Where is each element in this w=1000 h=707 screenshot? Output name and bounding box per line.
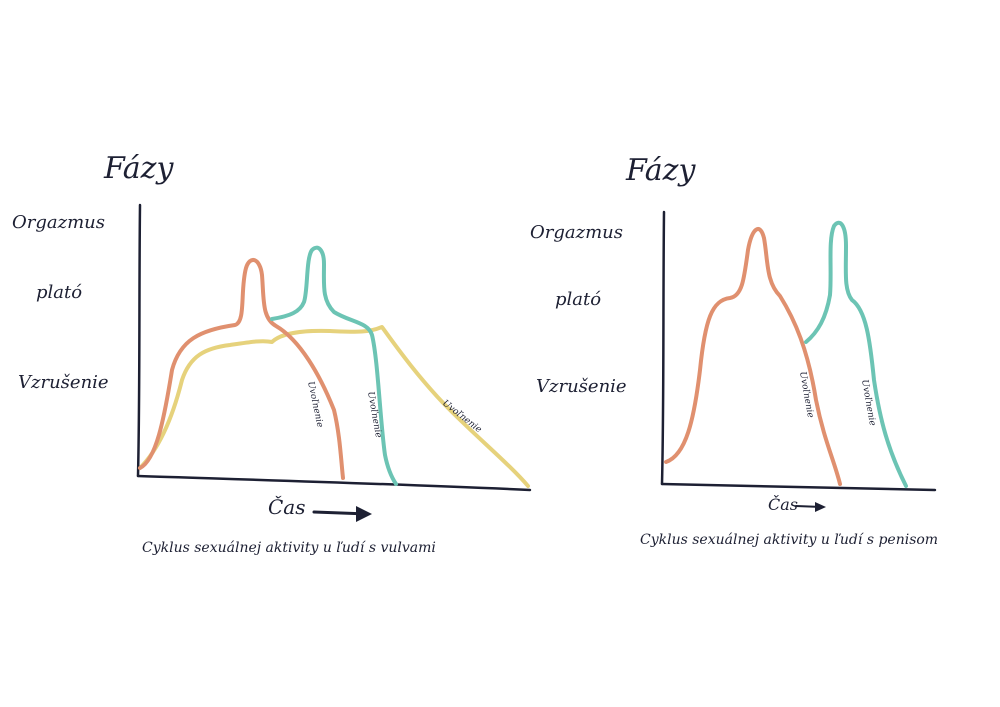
right-phase-orgasm: Orgazmus bbox=[530, 222, 623, 243]
right-curve-salmon bbox=[664, 226, 842, 486]
right-x-axis bbox=[660, 482, 937, 492]
left-diagram: Fázy Orgazmus plató Vzrušenie Uvoľnenie … bbox=[12, 151, 532, 556]
left-label-release-salmon: Uvoľnenie bbox=[305, 381, 325, 429]
left-phase-plateau: plató bbox=[36, 282, 82, 303]
right-y-axis bbox=[660, 210, 666, 486]
right-caption: Cyklus sexuálnej aktivity u ľudí s penis… bbox=[640, 532, 938, 548]
left-phase-orgasm: Orgazmus bbox=[12, 212, 105, 233]
right-curve-teal bbox=[804, 220, 908, 488]
right-time-arrow-icon bbox=[795, 502, 826, 512]
left-caption: Cyklus sexuálnej aktivity u ľudí s vulva… bbox=[142, 540, 436, 556]
right-phase-plateau: plató bbox=[555, 289, 601, 310]
left-phase-arousal: Vzrušenie bbox=[18, 372, 109, 393]
left-time-arrow-icon bbox=[312, 506, 372, 522]
left-y-axis-title: Fázy bbox=[103, 151, 174, 186]
left-curve-yellow bbox=[138, 325, 530, 488]
left-x-axis-label: Čas bbox=[268, 494, 306, 519]
left-curve-teal bbox=[270, 245, 398, 486]
right-phase-arousal: Vzrušenie bbox=[536, 376, 627, 397]
left-y-axis bbox=[136, 203, 142, 478]
right-y-axis-title: Fázy bbox=[625, 153, 696, 188]
right-diagram: Fázy Orgazmus plató Vzrušenie Uvoľnenie … bbox=[530, 153, 938, 548]
right-x-axis-label: Čas bbox=[768, 494, 798, 514]
left-label-release-yellow: Uvoľnenie bbox=[440, 398, 483, 435]
left-curve-salmon bbox=[138, 258, 345, 480]
left-x-axis bbox=[136, 474, 532, 492]
